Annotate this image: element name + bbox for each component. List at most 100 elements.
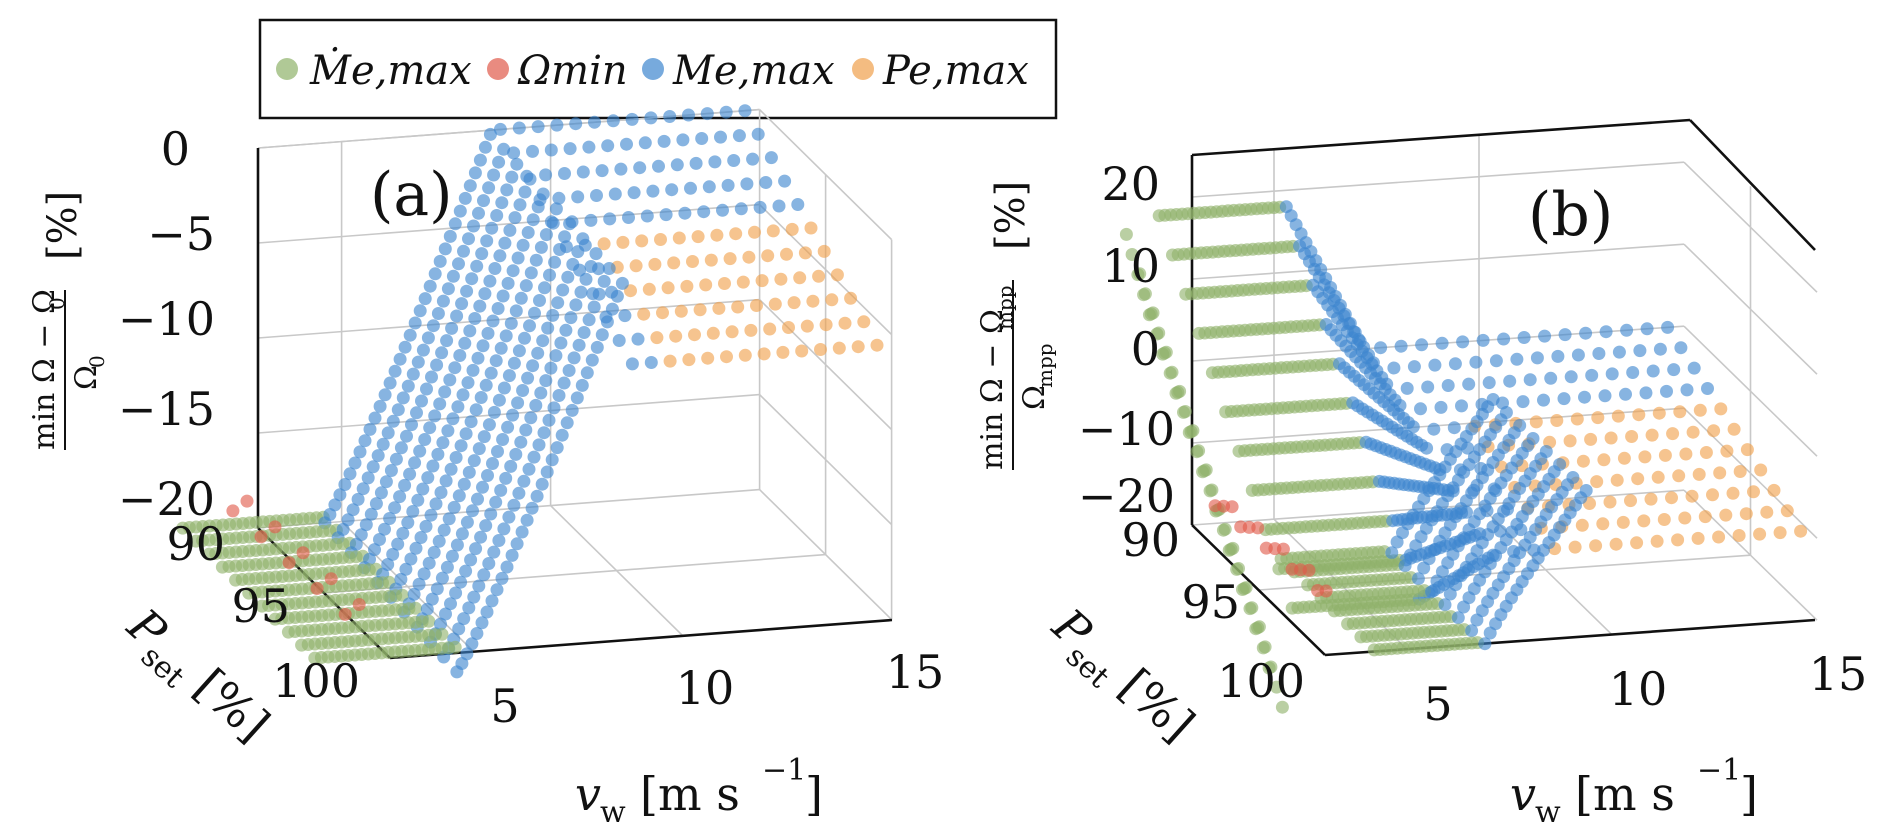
point-p-max [729,227,743,241]
point-p-max [798,246,812,260]
point-m-max [544,143,558,157]
point-m-max [486,457,499,470]
point-mdot [1146,306,1160,320]
point-omega-min [1276,542,1290,556]
point-m-max [456,388,470,402]
point-m-max [1476,333,1490,347]
point-m-max [435,571,449,585]
point-m-max [501,420,515,434]
point-m-max [1415,338,1429,352]
point-m-max [521,226,535,239]
point-m-max [471,492,484,506]
point-m-max [614,162,628,176]
point-p-max [682,353,696,367]
point-p-max [642,282,656,296]
point-m-max [410,406,423,420]
point-m-max [356,482,370,496]
point-m-max [1646,364,1660,378]
point-m-max [517,474,531,488]
point-mdot [1270,680,1284,694]
point-m-max [428,409,442,423]
point-p-max [688,328,701,342]
point-m-max [374,486,388,500]
point-p-max [672,231,686,245]
point-p-max [832,341,846,355]
point-m-max [627,186,641,200]
point-m-max [486,314,500,328]
panel-b-z-tick: 20 [1101,157,1160,211]
point-p-max [1767,483,1781,497]
point-p-max [1597,453,1611,467]
legend-label-p-max: Pe,max [882,48,1029,94]
point-m-max [444,462,458,476]
point-p-max [699,278,713,292]
point-m-max [479,378,493,392]
point-p-max [742,250,756,264]
svg-text:−1: −1 [762,753,806,788]
point-m-max [490,209,504,222]
point-m-max [1585,368,1599,382]
point-m-max [1687,361,1701,375]
point-m-max [466,504,479,518]
point-p-max [725,325,739,339]
point-m-max [492,155,506,169]
point-m-max [1553,458,1567,471]
point-m-max [363,422,377,436]
point-p-max [1720,444,1734,458]
point-m-max [391,403,405,417]
point-m-max [526,213,540,227]
point-m-max [1513,419,1527,432]
point-p-max [804,221,818,235]
point-m-max [485,594,499,608]
point-mdot [1252,620,1266,634]
point-p-max [597,237,611,251]
panel-a-z-tick: −20 [118,472,215,526]
point-m-max [528,306,541,320]
point-p-max [736,275,750,289]
point-m-max [373,399,387,413]
point-m-max [708,155,722,169]
point-p-max [1657,513,1671,526]
point-m-max [500,183,514,197]
point-m-max [459,564,473,578]
point-m-max [502,510,516,524]
point-m-max [633,161,647,175]
point-p-max [1753,527,1767,541]
point-m-max [452,489,466,503]
point-m-max [403,467,417,481]
point-m-max [440,560,454,574]
point-m-max [548,255,562,269]
point-p-max [661,281,675,295]
point-p-max [1665,491,1678,505]
point-m-max [437,523,451,537]
point-m-max [366,460,380,474]
point-m-max [512,121,526,135]
point-m-max [433,254,447,268]
point-m-max [1469,355,1483,369]
point-m-max [535,477,549,491]
point-p-max [691,230,705,244]
panel-b-points [1119,200,1808,714]
panel-a-y-tick: 95 [231,579,290,633]
point-m-max [416,343,430,357]
point-p-max [748,225,761,239]
point-m-max [369,497,383,511]
point-m-max [487,405,501,419]
point-m-max [561,270,575,284]
point-m-max [455,657,469,670]
panel-a-z-tick: 0 [161,122,190,176]
point-m-max [467,454,481,468]
point-m-max [480,234,494,248]
panel-a-points [176,104,884,679]
point-p-max [712,301,726,315]
point-m-max [438,385,452,399]
point-m-max [470,627,484,640]
point-m-max [531,346,545,360]
point-m-max [610,289,624,303]
point-m-max [1420,441,1434,455]
point-m-max [445,321,459,335]
point-m-max [569,298,583,312]
svg-text:v: v [1510,767,1536,821]
point-m-max [524,411,538,425]
point-m-max [716,203,729,217]
